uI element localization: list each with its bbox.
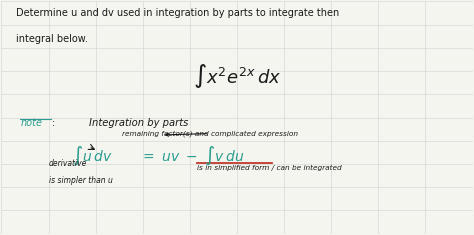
Text: remaining factor(s) and complicated expression: remaining factor(s) and complicated expr… — [121, 130, 298, 137]
Text: Integration by parts: Integration by parts — [89, 118, 188, 128]
Text: is in simplified form / can be integrated: is in simplified form / can be integrate… — [197, 165, 342, 171]
Text: note: note — [20, 118, 42, 128]
Text: $\int u\,dv$: $\int u\,dv$ — [72, 144, 112, 167]
Text: derivative: derivative — [48, 159, 87, 168]
Text: $=\ uv\ -\ \int v\,du$: $=\ uv\ -\ \int v\,du$ — [140, 144, 245, 167]
Text: integral below.: integral below. — [16, 34, 87, 44]
Text: $\int x^2 e^{2x}\, dx$: $\int x^2 e^{2x}\, dx$ — [193, 62, 281, 90]
Text: is simpler than u: is simpler than u — [48, 176, 112, 184]
Text: Determine u and dv used in integration by parts to integrate then: Determine u and dv used in integration b… — [16, 8, 339, 18]
Text: :: : — [52, 118, 55, 128]
